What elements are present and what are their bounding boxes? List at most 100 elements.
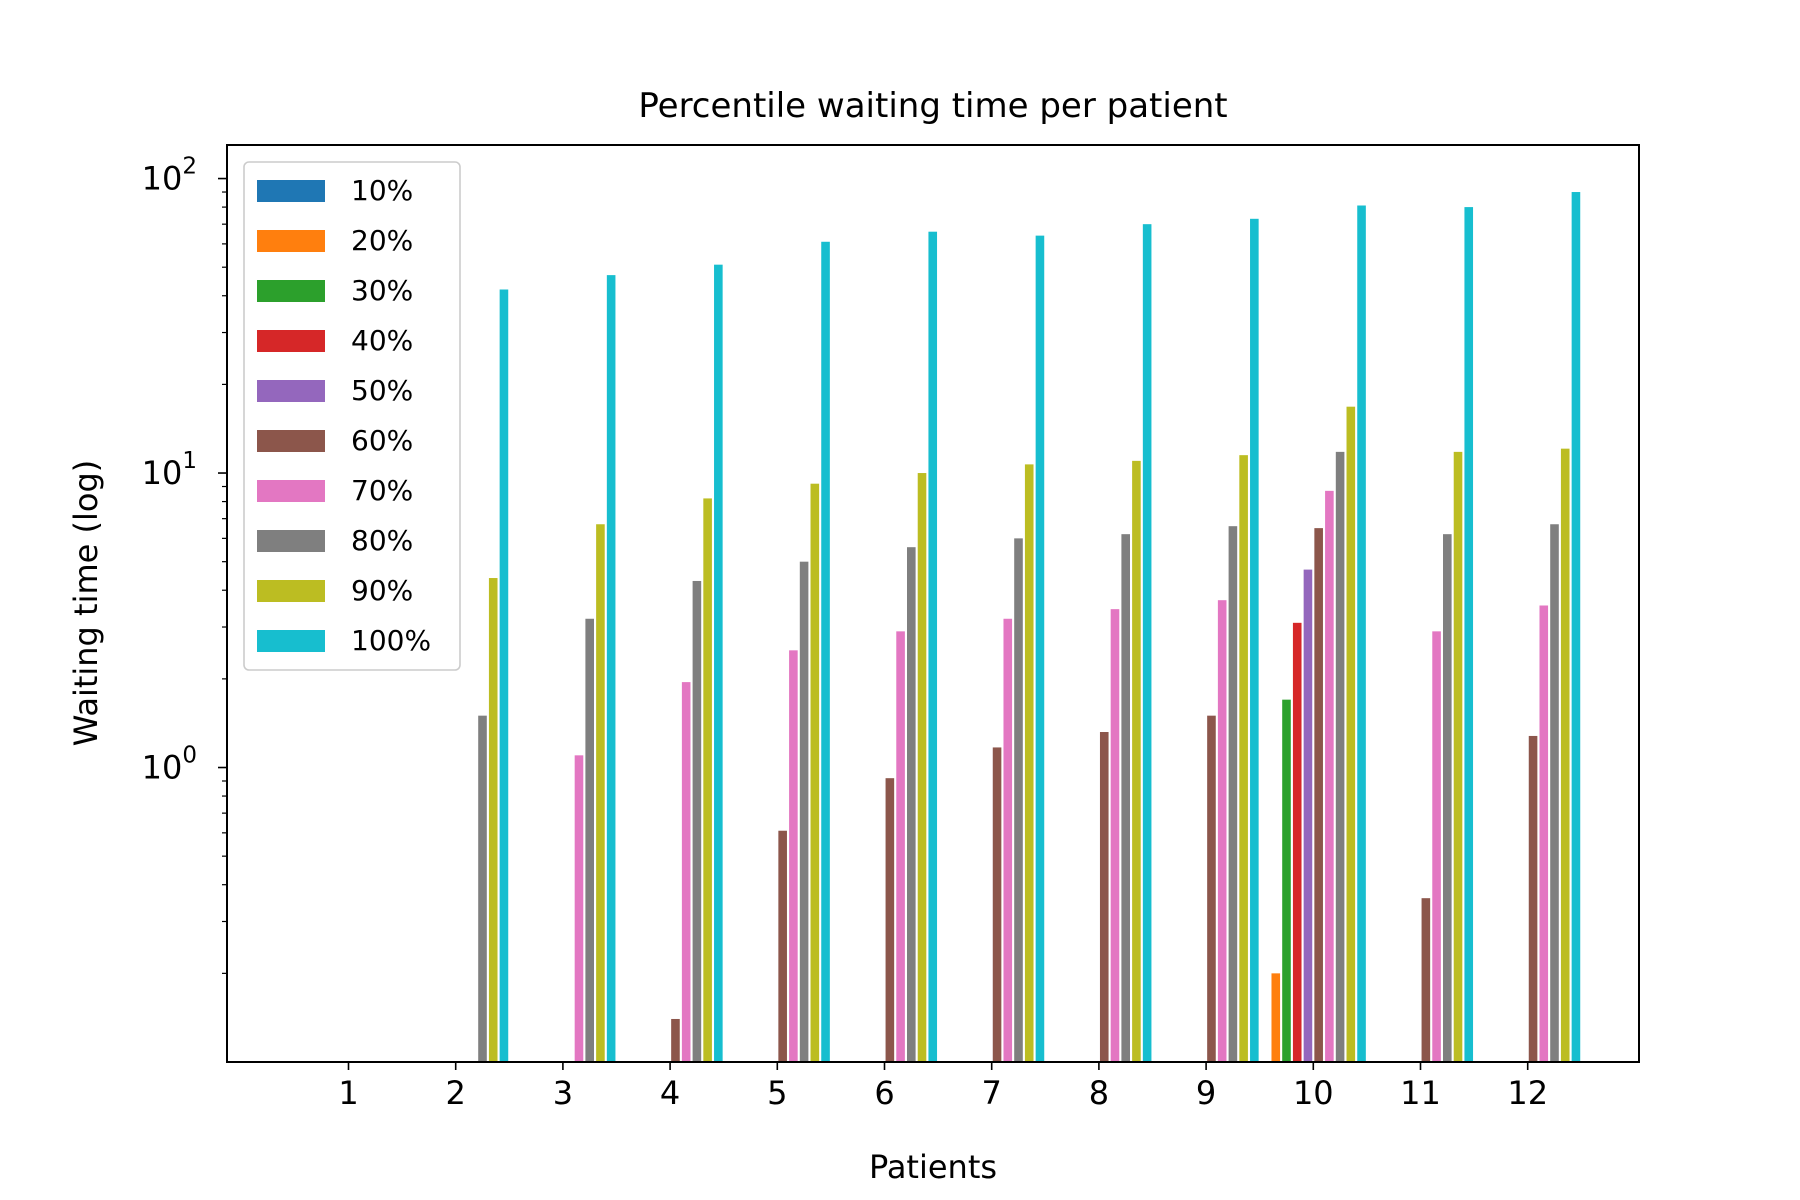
x-tick-label: 9 — [1196, 1074, 1216, 1112]
bar-20pct-patient-10 — [1271, 973, 1281, 1062]
legend-swatch — [257, 380, 325, 402]
chart-title: Percentile waiting time per patient — [638, 86, 1227, 126]
y-axis: 100 101 102 — [142, 154, 227, 974]
legend-label: 70% — [351, 474, 413, 507]
legend-swatch — [257, 280, 325, 302]
legend-label: 100% — [351, 624, 431, 657]
bar-60pct-patient-6 — [885, 778, 895, 1062]
legend-swatch — [257, 330, 325, 352]
x-tick-label: 5 — [767, 1074, 787, 1112]
bar-80pct-patient-2 — [478, 715, 487, 1062]
bar-100pct-patient-2 — [499, 289, 509, 1062]
legend-swatch — [257, 580, 325, 602]
legend-label: 60% — [351, 424, 413, 457]
bar-60pct-patient-9 — [1207, 715, 1216, 1062]
bar-50pct-patient-10 — [1303, 569, 1313, 1062]
legend-label: 20% — [351, 224, 413, 257]
bar-90pct-patient-12 — [1560, 448, 1570, 1062]
legend-label: 90% — [351, 574, 413, 607]
x-tick-label: 4 — [660, 1074, 680, 1112]
y-tick-label: 100 — [142, 743, 197, 787]
bar-90pct-patient-10 — [1346, 406, 1356, 1062]
y-tick-label: 101 — [142, 448, 197, 492]
bar-60pct-patient-7 — [992, 747, 1002, 1062]
legend-swatch — [257, 480, 325, 502]
bar-100pct-patient-9 — [1250, 218, 1259, 1063]
plot-frame — [226, 144, 1640, 1063]
bar-80pct-patient-6 — [907, 547, 916, 1062]
bar-70pct-patient-12 — [1539, 605, 1549, 1062]
bar-90pct-patient-2 — [488, 578, 498, 1062]
x-tick-label: 6 — [874, 1074, 894, 1112]
bar-60pct-patient-4 — [671, 1018, 680, 1062]
bar-90pct-patient-6 — [917, 473, 927, 1062]
legend-label: 50% — [351, 374, 413, 407]
bar-100pct-patient-6 — [928, 231, 938, 1062]
bar-90pct-patient-5 — [810, 483, 820, 1062]
bar-100pct-patient-7 — [1035, 235, 1045, 1062]
legend-swatch — [257, 630, 325, 652]
bar-70pct-patient-3 — [574, 755, 584, 1062]
x-tick-label: 11 — [1400, 1074, 1441, 1112]
bar-60pct-patient-11 — [1421, 898, 1431, 1062]
x-tick-label: 12 — [1507, 1074, 1548, 1112]
bar-80pct-patient-7 — [1014, 538, 1023, 1062]
x-tick-label: 7 — [982, 1074, 1002, 1112]
bar-80pct-patient-3 — [585, 618, 594, 1062]
bar-80pct-patient-10 — [1335, 451, 1345, 1062]
x-tick-label: 1 — [338, 1074, 358, 1112]
bar-70pct-patient-5 — [789, 650, 798, 1062]
x-tick-label: 10 — [1293, 1074, 1334, 1112]
legend-swatch — [257, 180, 325, 202]
bar-100pct-patient-12 — [1571, 192, 1581, 1062]
bar-80pct-patient-8 — [1121, 534, 1130, 1062]
bar-80pct-patient-11 — [1443, 534, 1452, 1062]
bar-90pct-patient-3 — [596, 524, 605, 1062]
bar-80pct-patient-12 — [1550, 524, 1559, 1062]
bar-90pct-patient-9 — [1239, 455, 1248, 1062]
x-tick-label: 8 — [1089, 1074, 1109, 1112]
legend-swatch — [257, 430, 325, 452]
legend-swatch — [257, 230, 325, 252]
x-axis: 1 2 3 4 5 6 7 8 9 10 11 12 — [338, 1062, 1548, 1112]
bar-70pct-patient-6 — [896, 631, 905, 1062]
legend-label: 10% — [351, 174, 413, 207]
bar-100pct-patient-5 — [821, 241, 830, 1062]
bars-group — [478, 192, 1581, 1063]
bar-90pct-patient-11 — [1453, 451, 1463, 1062]
bar-60pct-patient-5 — [778, 830, 787, 1062]
y-tick-label: 102 — [142, 154, 197, 198]
bar-70pct-patient-9 — [1217, 600, 1227, 1062]
bar-100pct-patient-11 — [1464, 207, 1474, 1063]
legend: 10% 20% 30% 40% 50% 60% 70% 80% 90% 100% — [243, 161, 461, 671]
bar-70pct-patient-11 — [1432, 631, 1441, 1062]
bar-100pct-patient-10 — [1357, 205, 1366, 1062]
bar-70pct-patient-10 — [1325, 490, 1334, 1063]
bar-80pct-patient-4 — [692, 580, 702, 1062]
legend-label: 40% — [351, 324, 413, 357]
x-axis-label: Patients — [869, 1148, 997, 1186]
bar-70pct-patient-7 — [1003, 618, 1013, 1062]
bar-60pct-patient-10 — [1314, 528, 1323, 1062]
legend-swatch — [257, 530, 325, 552]
x-tick-label: 3 — [553, 1074, 573, 1112]
bar-100pct-patient-8 — [1142, 224, 1152, 1063]
bar-80pct-patient-9 — [1228, 526, 1238, 1062]
x-tick-label: 2 — [446, 1074, 466, 1112]
legend-label: 30% — [351, 274, 413, 307]
bar-60pct-patient-12 — [1528, 735, 1538, 1062]
bar-30pct-patient-10 — [1282, 699, 1291, 1062]
bar-70pct-patient-4 — [681, 682, 691, 1062]
bar-100pct-patient-4 — [714, 264, 723, 1062]
bar-80pct-patient-5 — [799, 561, 809, 1062]
bar-40pct-patient-10 — [1292, 622, 1302, 1062]
bar-70pct-patient-8 — [1110, 609, 1120, 1062]
bar-60pct-patient-8 — [1099, 732, 1109, 1062]
bar-100pct-patient-3 — [606, 275, 616, 1062]
legend-label: 80% — [351, 524, 413, 557]
bar-90pct-patient-7 — [1024, 464, 1034, 1062]
y-axis-label: Waiting time (log) — [67, 460, 105, 747]
bar-90pct-patient-4 — [703, 498, 712, 1062]
bar-90pct-patient-8 — [1132, 460, 1141, 1063]
